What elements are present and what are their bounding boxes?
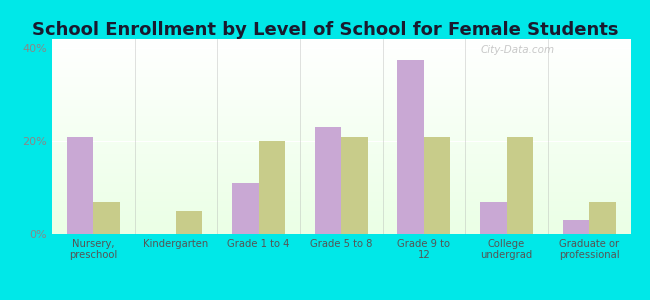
Text: School Enrollment by Level of School for Female Students: School Enrollment by Level of School for… (32, 21, 618, 39)
Bar (506, 136, 533, 234)
Bar (424, 136, 450, 234)
Bar (480, 202, 506, 234)
Bar (94, 202, 120, 234)
Bar (176, 211, 202, 234)
Bar (67, 136, 94, 234)
Bar (259, 141, 285, 234)
Bar (232, 183, 259, 234)
Bar (397, 60, 424, 234)
Bar (315, 127, 341, 234)
Bar (341, 136, 368, 234)
Bar (589, 202, 616, 234)
Text: City-Data.com: City-Data.com (480, 45, 554, 55)
Bar (563, 220, 589, 234)
